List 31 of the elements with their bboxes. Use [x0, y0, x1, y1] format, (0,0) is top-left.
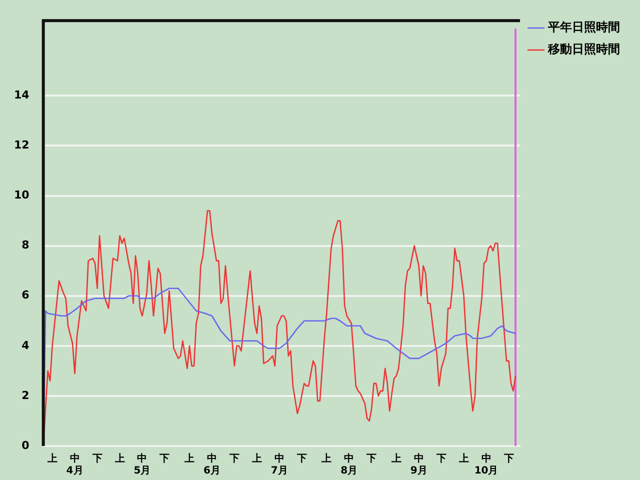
x-tick-label: 上 — [458, 452, 469, 465]
y-tick-label: 0 — [22, 438, 30, 452]
x-tick-label: 中 9月 — [410, 452, 428, 477]
legend-label: 平年日照時間 — [547, 20, 620, 34]
x-tick-label: 下 — [366, 454, 377, 465]
x-tick-label: 上 — [390, 452, 402, 465]
y-tick-label: 4 — [22, 338, 30, 352]
x-tick-label: 中 10月 — [474, 452, 498, 477]
x-tick-label: 中 4月 — [66, 452, 84, 477]
y-tick-label: 12 — [14, 138, 30, 152]
x-tick-label: 中 8月 — [340, 452, 358, 477]
y-tick-label: 14 — [14, 88, 30, 102]
x-tick-label: 上 — [320, 452, 332, 465]
x-tick-label: 上 — [250, 452, 262, 465]
x-tick-label: 中 7月 — [270, 452, 288, 477]
x-tick-label: 上 — [46, 452, 58, 465]
y-tick-label: 8 — [22, 238, 30, 252]
y-tick-label: 10 — [14, 188, 30, 202]
y-tick-label: 6 — [22, 288, 30, 302]
x-tick-label: 上 — [114, 452, 125, 465]
legend-label: 移動日照時間 — [547, 42, 620, 56]
x-tick-label: 中 6月 — [203, 452, 220, 477]
x-tick-label: 下 — [296, 454, 307, 465]
x-tick-label: 中 5月 — [134, 452, 151, 477]
x-tick-label: 下 — [228, 454, 240, 465]
x-tick-label: 下 — [502, 454, 514, 465]
x-tick-label: 下 — [91, 454, 102, 465]
x-tick-label: 下 — [158, 454, 170, 465]
x-tick-label: 上 — [183, 452, 194, 465]
y-tick-label: 2 — [22, 388, 30, 402]
x-tick-label: 下 — [435, 454, 446, 465]
